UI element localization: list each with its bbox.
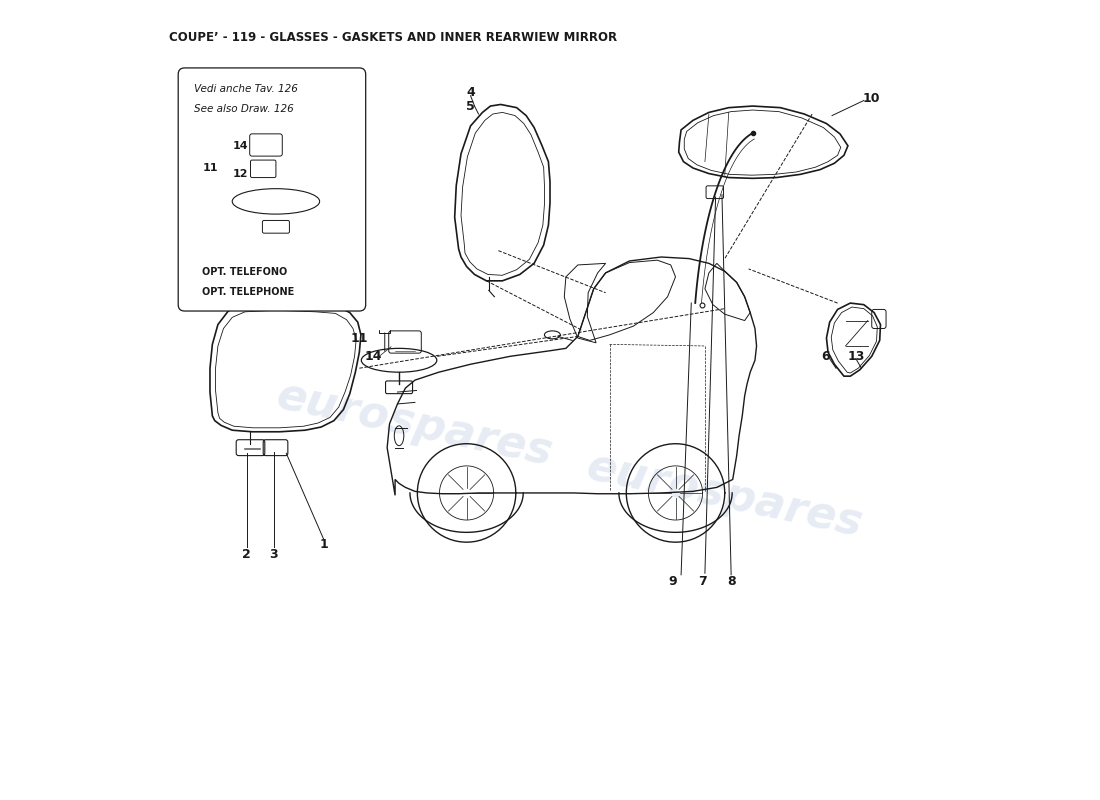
Text: See also Draw. 126: See also Draw. 126 — [194, 105, 294, 114]
Text: 11: 11 — [202, 163, 218, 173]
Text: 2: 2 — [242, 549, 251, 562]
Text: 8: 8 — [727, 574, 736, 588]
Text: OPT. TELEFONO: OPT. TELEFONO — [202, 266, 287, 277]
Text: 1: 1 — [319, 538, 328, 551]
Text: 14: 14 — [365, 350, 383, 363]
Text: 7: 7 — [698, 574, 707, 588]
Text: eurospares: eurospares — [583, 445, 867, 546]
Text: COUPE’ - 119 - GLASSES - GASKETS AND INNER REARWIEW MIRROR: COUPE’ - 119 - GLASSES - GASKETS AND INN… — [168, 30, 617, 43]
Text: 6: 6 — [822, 350, 830, 363]
Text: OPT. TELEPHONE: OPT. TELEPHONE — [202, 287, 295, 297]
FancyBboxPatch shape — [178, 68, 365, 311]
Text: 11: 11 — [351, 331, 369, 345]
Text: 5: 5 — [466, 99, 475, 113]
Text: 12: 12 — [232, 169, 248, 178]
Text: Vedi anche Tav. 126: Vedi anche Tav. 126 — [194, 84, 298, 94]
Text: 3: 3 — [270, 549, 278, 562]
Text: eurospares: eurospares — [273, 374, 557, 474]
Text: 9: 9 — [669, 574, 678, 588]
Text: 4: 4 — [466, 86, 475, 99]
Text: 10: 10 — [864, 92, 880, 105]
Text: 13: 13 — [847, 350, 865, 363]
Text: 14: 14 — [232, 141, 248, 150]
